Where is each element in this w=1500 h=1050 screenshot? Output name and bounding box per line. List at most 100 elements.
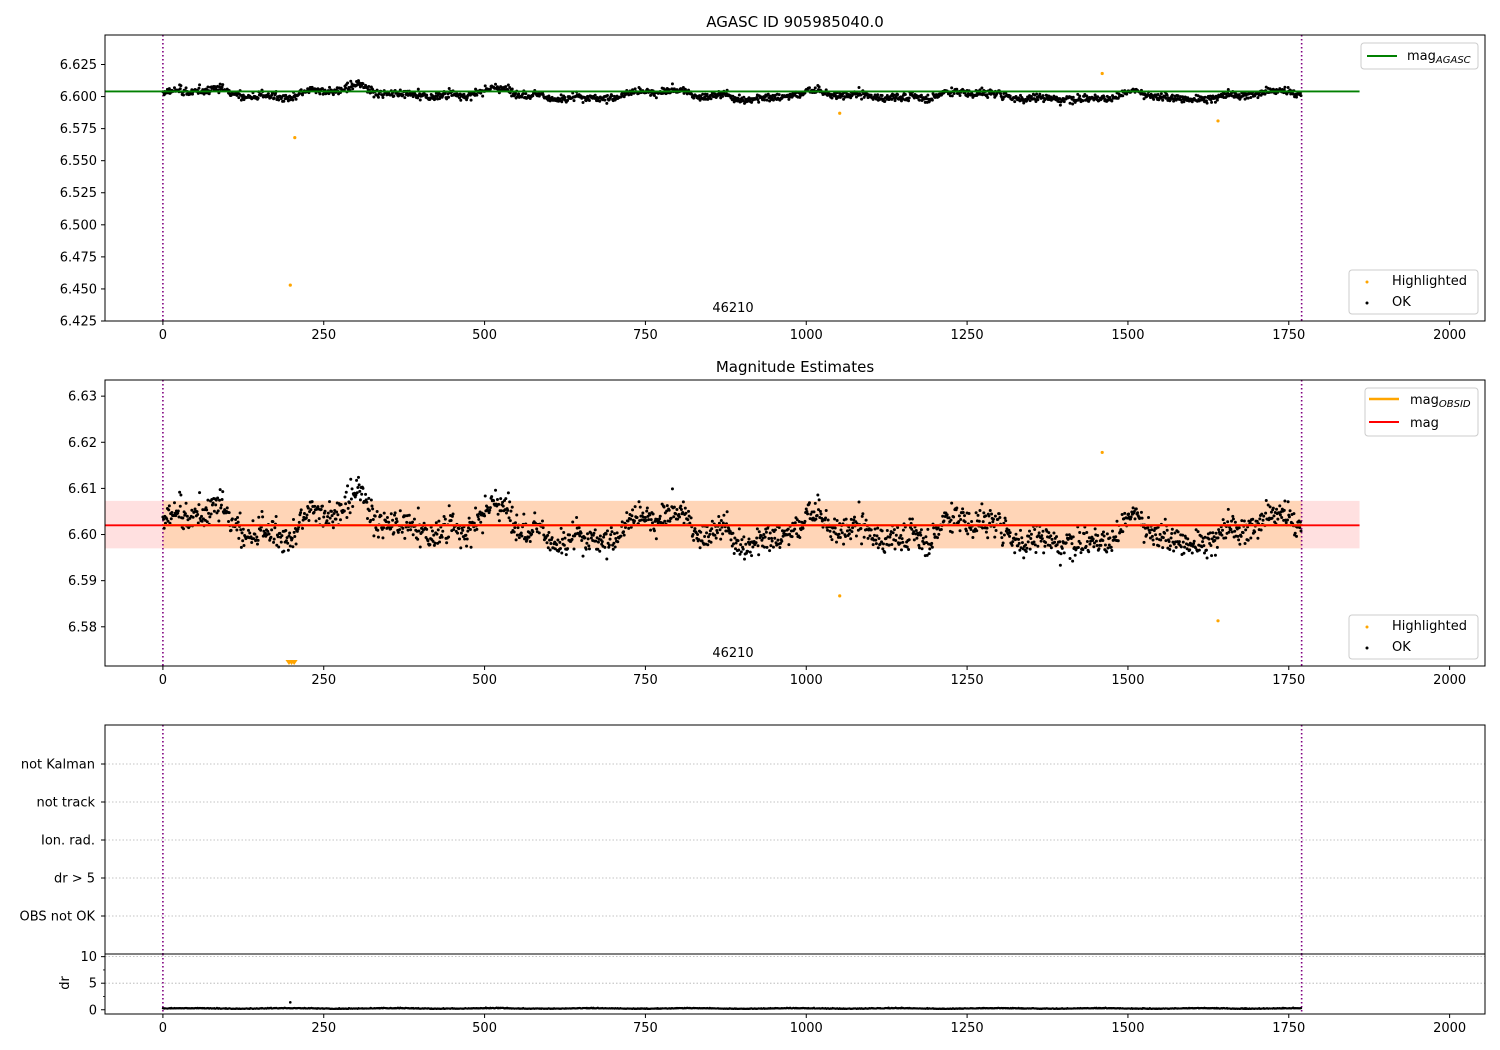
ok-point <box>508 500 512 504</box>
ok-point <box>732 542 736 546</box>
ok-point <box>372 95 376 99</box>
ok-point <box>1055 535 1059 539</box>
y-tick-label: 6.450 <box>60 282 97 297</box>
ok-point <box>899 533 903 537</box>
ok-point <box>876 546 880 550</box>
ok-point <box>768 531 772 535</box>
legend-mag-agasc-label: magAGASC <box>1407 49 1471 66</box>
ok-point <box>1136 511 1140 515</box>
ok-point <box>755 536 759 540</box>
ok-point <box>475 527 479 531</box>
ok-point <box>732 552 736 556</box>
ok-point <box>433 97 437 101</box>
ok-point <box>593 528 597 532</box>
ok-point <box>255 535 259 539</box>
ok-point <box>432 533 436 537</box>
ok-point <box>777 526 781 529</box>
ok-point <box>952 92 956 96</box>
ok-point <box>1114 535 1118 539</box>
panel-2-legend-top: magOBSID mag <box>1364 387 1479 437</box>
ok-point <box>697 538 701 542</box>
ok-point <box>1013 100 1017 104</box>
ok-point <box>604 532 608 536</box>
ok-point <box>908 517 912 521</box>
ok-point <box>537 531 541 535</box>
ok-point <box>379 514 383 518</box>
ok-point <box>322 515 326 519</box>
ok-point <box>457 537 461 541</box>
ok-point <box>777 93 781 97</box>
ok-point <box>629 517 633 521</box>
ok-point <box>690 92 694 96</box>
ok-point <box>926 527 930 531</box>
ok-point <box>1233 529 1237 533</box>
ok-point <box>736 96 740 100</box>
ok-point <box>499 509 503 513</box>
ok-point <box>1150 534 1154 538</box>
ok-point <box>1008 94 1012 98</box>
ok-point <box>1094 539 1098 543</box>
ok-point <box>801 526 805 530</box>
x-tick-label: 1000 <box>790 673 823 688</box>
ok-point <box>686 518 690 522</box>
ok-point <box>674 512 678 516</box>
ok-point <box>1049 546 1053 550</box>
ok-point <box>1110 99 1114 103</box>
ok-point <box>1029 537 1033 541</box>
ok-point <box>497 519 501 523</box>
ok-point <box>814 517 818 521</box>
ok-point <box>163 521 167 525</box>
ok-point <box>766 92 770 96</box>
ok-point <box>462 92 466 96</box>
ok-point <box>613 532 617 536</box>
ok-point <box>950 530 954 534</box>
ok-point <box>824 508 828 512</box>
ok-point <box>191 92 194 96</box>
ok-point <box>1105 550 1109 554</box>
ok-point <box>496 512 500 516</box>
ok-point <box>1148 531 1152 535</box>
ok-point <box>1231 514 1235 518</box>
ok-point <box>384 520 388 524</box>
ok-point <box>190 508 194 512</box>
ok-point <box>1033 527 1037 531</box>
ok-point <box>824 516 828 520</box>
ok-point <box>1123 511 1127 515</box>
ok-point <box>1224 536 1228 540</box>
ok-point <box>600 540 604 544</box>
ok-point <box>1078 530 1082 534</box>
ok-point <box>1226 520 1230 524</box>
ok-point <box>358 498 362 502</box>
ok-point <box>760 538 764 542</box>
ok-point <box>912 538 916 542</box>
ok-point <box>367 509 371 513</box>
ok-point <box>829 535 833 539</box>
ok-point <box>517 92 521 96</box>
ok-point <box>790 535 794 539</box>
ok-point <box>757 553 761 557</box>
ok-point <box>483 84 487 88</box>
ok-point <box>957 520 961 524</box>
ok-point <box>816 493 820 497</box>
ok-point <box>596 547 600 551</box>
ok-point <box>986 536 990 540</box>
ok-point <box>658 517 662 521</box>
ok-point <box>849 537 853 541</box>
x-tick-label: 1000 <box>790 328 823 343</box>
ok-point <box>731 531 735 535</box>
ok-point <box>669 516 673 520</box>
ok-point <box>918 531 922 535</box>
ok-point <box>853 515 857 519</box>
ok-point <box>975 529 979 533</box>
ok-point <box>1161 536 1165 540</box>
ok-point <box>219 506 223 510</box>
ok-point <box>445 541 449 545</box>
ok-point <box>1230 530 1234 534</box>
ok-point <box>1272 514 1276 518</box>
ok-point <box>269 535 273 539</box>
ok-point <box>1203 551 1206 555</box>
ok-point <box>331 93 335 97</box>
y-tick-label: 6.59 <box>68 574 97 589</box>
ok-point <box>513 526 517 530</box>
ok-point <box>754 541 758 545</box>
